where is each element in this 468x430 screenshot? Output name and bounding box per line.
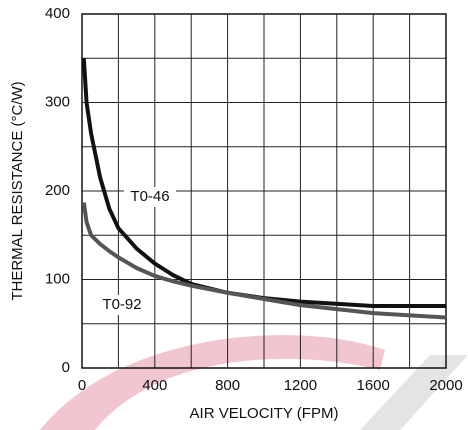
x-tick-label: 800 — [215, 377, 240, 394]
y-tick-label: 0 — [62, 359, 70, 376]
y-tick-label: 200 — [45, 182, 70, 199]
series-line — [81, 58, 446, 309]
x-tick-label: 1200 — [284, 377, 317, 394]
y-tick-label: 400 — [45, 5, 70, 22]
plot-frame — [81, 13, 447, 369]
series-line — [81, 202, 447, 320]
y-tick-label: 300 — [45, 93, 70, 110]
series-label-bg — [124, 187, 176, 207]
x-axis-title: AIR VELOCITY (FPM) — [190, 405, 339, 422]
x-tick-label: 1600 — [357, 377, 390, 394]
y-axis-title: THERMAL RESISTANCE (°C/W) — [9, 81, 26, 300]
series-label: T0-92 — [102, 296, 141, 313]
series-label: T0-46 — [130, 188, 169, 205]
watermark-shape — [360, 355, 468, 430]
x-tick-label: 0 — [78, 377, 86, 394]
watermark-arc — [40, 335, 385, 430]
x-tick-label: 2000 — [429, 377, 462, 394]
x-tick-label: 400 — [142, 377, 167, 394]
y-tick-label: 100 — [45, 270, 70, 287]
series-label-bg — [96, 295, 148, 315]
